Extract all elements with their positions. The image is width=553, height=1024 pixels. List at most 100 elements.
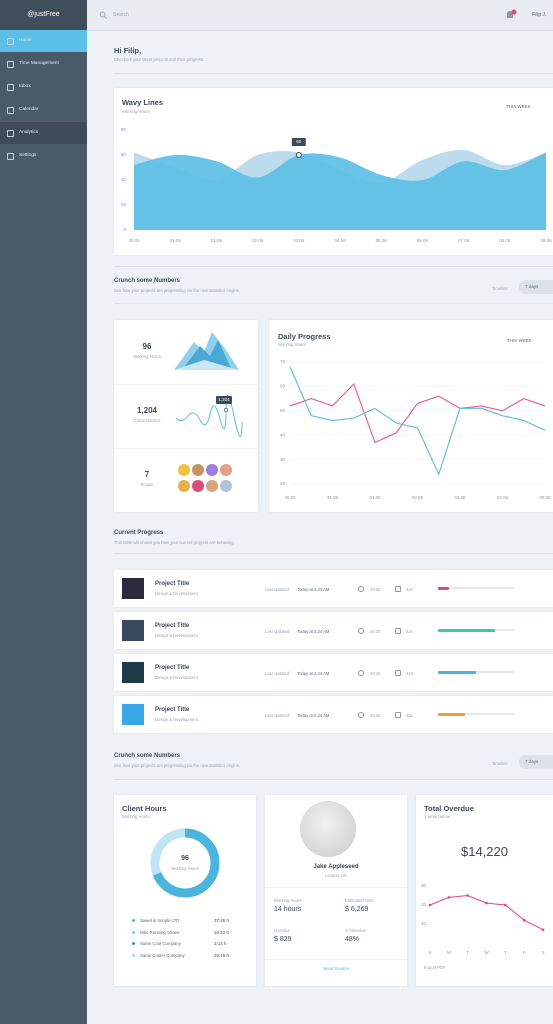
nav-item[interactable]: Inbox: [0, 76, 87, 98]
period-select[interactable]: THIS WEEK: [506, 104, 531, 109]
updated-value: Today at 4:24 AM: [297, 629, 330, 634]
timeline-select[interactable]: 7 days: [519, 755, 553, 769]
project-thumb: [122, 578, 144, 599]
topbar: Search Filip J.: [87, 0, 553, 31]
project-title: Project Title: [155, 665, 190, 671]
nav-label: Analytics: [19, 130, 39, 135]
clock-icon: [358, 712, 364, 718]
stat-value: $ 6,269: [345, 906, 369, 913]
stat-label: Overdue: [274, 928, 291, 933]
updated-value: Today at 4:24 AM: [297, 671, 330, 676]
overdue-amount: $14,220: [461, 844, 508, 859]
area: [134, 152, 546, 230]
card-title: Wavy Lines: [122, 98, 163, 107]
project-subtitle: Design & Development: [155, 591, 198, 596]
mountain: [174, 360, 239, 370]
send-invoice[interactable]: Send Invoice: [322, 966, 350, 971]
donut-label: Working Hours: [171, 866, 199, 871]
x-tick-label: S: [541, 950, 544, 955]
x-tick-label: F: [523, 950, 526, 955]
time-value: 20:30: [370, 671, 381, 676]
clock-icon: [358, 586, 364, 592]
avatar: [206, 464, 218, 476]
project-subtitle: Design & Development: [155, 633, 198, 638]
point: [541, 928, 545, 931]
row-divider: [114, 384, 258, 385]
user-menu[interactable]: Filip J.: [532, 12, 547, 18]
nav-label: Calendar: [19, 107, 39, 112]
stat-value: 48%: [345, 936, 360, 943]
project-thumb: [122, 662, 144, 683]
avatar: [178, 464, 190, 476]
clock-icon: [358, 628, 364, 634]
comments-value: 424: [406, 713, 413, 718]
stat-label: Working Hours: [274, 898, 302, 903]
nav-label: Settings: [19, 153, 37, 158]
project-subtitle: Design & Development: [155, 675, 198, 680]
notification-icon[interactable]: [505, 9, 517, 21]
point-marker: [295, 152, 302, 158]
nav-item[interactable]: Home: [0, 30, 87, 52]
donut-value: 96: [181, 855, 189, 862]
project-title: Project Title: [155, 581, 190, 587]
project-row: Project Title Design & Development Last up…: [114, 696, 553, 733]
y-tick-label: 40: [121, 177, 127, 182]
legend-dot: [132, 930, 135, 934]
avatar: [220, 464, 232, 476]
comments-value: 424: [406, 587, 413, 592]
timeline-select[interactable]: 7 days: [519, 280, 553, 294]
client-name: Nike Running Shoes: [140, 929, 180, 935]
nav-item[interactable]: Analytics: [0, 122, 87, 144]
timeline-label: Timeline: [492, 761, 508, 766]
logo: @justFree: [0, 0, 87, 30]
greeting-subtitle: Checkout your latest projects and their …: [114, 57, 205, 62]
project-title: Project Title: [155, 707, 190, 713]
nav-item[interactable]: Settings: [0, 145, 87, 167]
divider: [114, 779, 553, 780]
export-link[interactable]: Export PDF: [424, 965, 446, 970]
mountain: [182, 340, 232, 370]
nav-label: Time Management: [19, 61, 59, 66]
client-name: Same Cooler Company: [140, 952, 185, 958]
comments-value: 424: [406, 671, 413, 676]
updated-value: Today at 4:24 AM: [297, 587, 330, 592]
y-tick-label: 50: [280, 408, 286, 413]
point: [504, 903, 507, 907]
updated-label: Last updated:: [265, 587, 291, 592]
x-tick-label: 08.06: [499, 238, 511, 243]
divider: [114, 553, 553, 554]
card-title: Total Overdue: [424, 804, 474, 813]
stat-value: 1,204: [136, 406, 158, 415]
x-tick-label: 31.05: [170, 238, 182, 243]
project-title: Project Title: [155, 623, 190, 629]
comment-icon: [395, 712, 401, 718]
nav-item[interactable]: Calendar: [0, 99, 87, 121]
tooltip: [291, 138, 306, 146]
card-subtitle: Working Hours: [122, 109, 150, 114]
tooltip-label: 60: [296, 139, 302, 144]
profile-card: Jake Appleseed London, UK Send Invoice W…: [265, 795, 407, 986]
search-input[interactable]: Search: [113, 12, 129, 18]
nav-item[interactable]: Time Management: [0, 53, 87, 75]
tooltip-label: 1,204: [218, 397, 230, 402]
y-tick-label: 60: [280, 384, 286, 389]
client-hours: 16:22 h: [214, 929, 230, 935]
x-tick-label: 02.06: [252, 238, 264, 243]
avatar: [300, 801, 356, 857]
nav-label: Inbox: [19, 84, 31, 89]
progress-track: [438, 713, 514, 715]
y-tick-label: 10: [421, 921, 427, 926]
client-hours-card: Client Hours Working Hours 96 Working Ho…: [114, 795, 256, 986]
timeline-label: Timeline: [492, 286, 508, 291]
progress-bar: [438, 670, 476, 674]
x-tick-label: 03.06: [293, 238, 305, 243]
divider: [114, 73, 553, 74]
section-title: Crunch some Numbers: [114, 278, 181, 284]
y-tick-label: 60: [121, 152, 127, 157]
client-hours: 37:45 h: [214, 918, 230, 923]
y-tick-label: 20: [421, 902, 427, 907]
daily-card: Daily Progress Working Hours THIS WEEK 2…: [269, 320, 553, 512]
client-name: Same Cool Company: [140, 941, 181, 946]
period-select[interactable]: THIS WEEK: [507, 338, 532, 343]
point: [485, 901, 488, 905]
